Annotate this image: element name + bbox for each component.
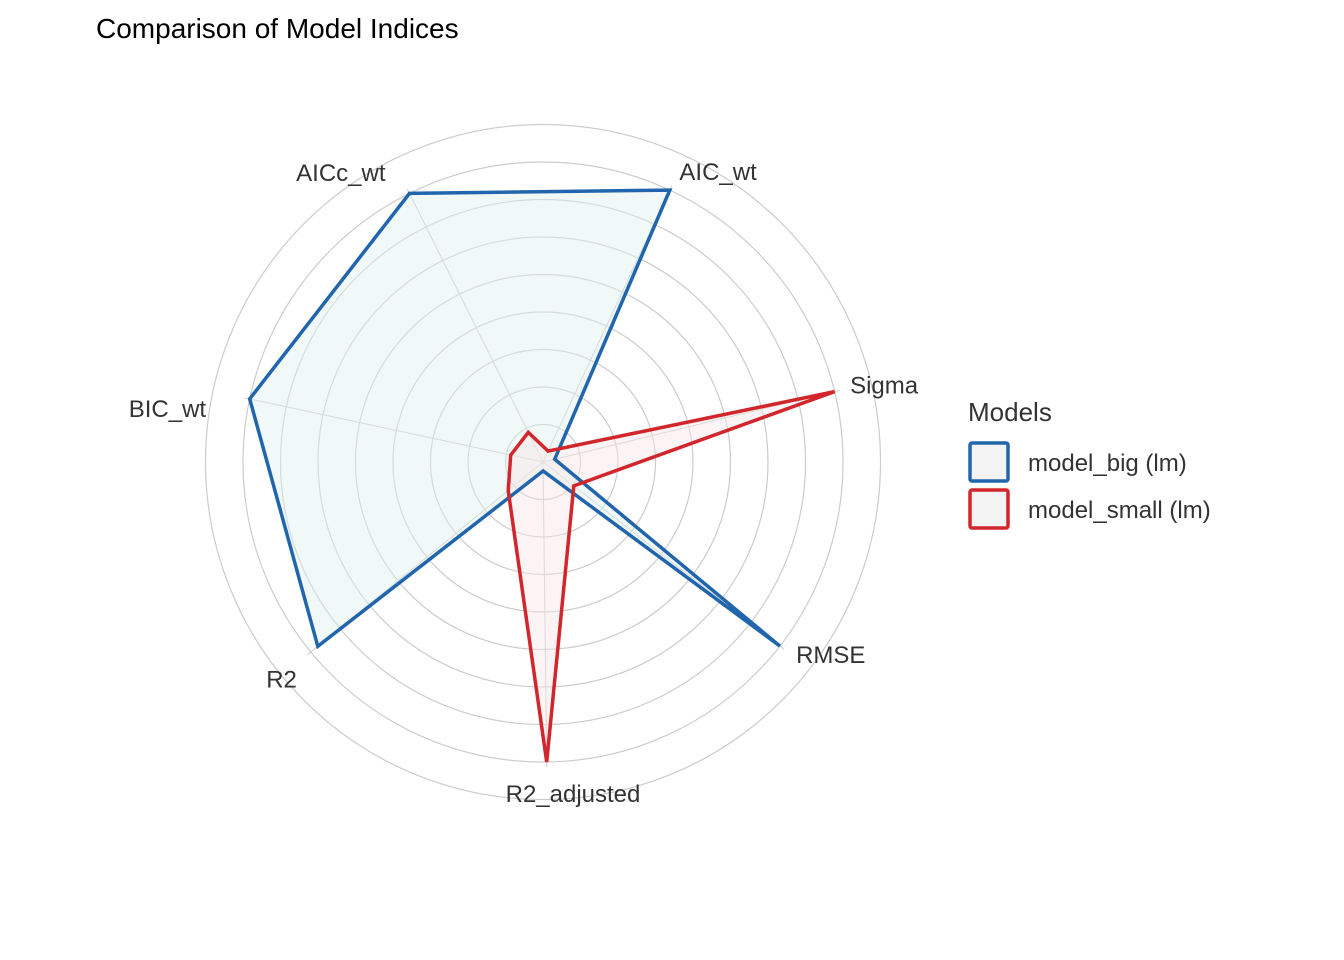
axis-spoke bbox=[244, 397, 544, 463]
chart-title: Comparison of Model Indices bbox=[96, 13, 459, 44]
series-fills bbox=[249, 190, 835, 762]
axis-label: RMSE bbox=[796, 642, 865, 669]
axis-label: AIC_wt bbox=[679, 159, 757, 186]
series-line bbox=[506, 389, 836, 763]
legend-label-model-small: model_small (lm) bbox=[1028, 497, 1211, 524]
legend-item-model-big: model_big (lm) bbox=[968, 441, 1187, 483]
axis-label: AICc_wt bbox=[296, 160, 386, 187]
grid-ring bbox=[467, 386, 619, 538]
axis-labels: AIC_wt AICc_wt BIC_wt R2 R2_adjusted RMSE Sigm… bbox=[129, 159, 919, 808]
grid-ring bbox=[354, 273, 732, 651]
axis-label: R2_adjusted bbox=[506, 781, 641, 808]
axis-label: Sigma bbox=[850, 372, 919, 399]
legend-title: Models bbox=[968, 397, 1052, 427]
series-lines bbox=[247, 188, 836, 763]
legend-key-model-big bbox=[968, 441, 1010, 483]
axis-spoke bbox=[406, 188, 544, 463]
legend-key-model-small bbox=[968, 488, 1010, 530]
radar-grid bbox=[204, 123, 882, 801]
grid-ring bbox=[204, 123, 882, 801]
legend: Models model_big (lm) model_small (lm) bbox=[968, 397, 1211, 530]
legend-label-model-big: model_big (lm) bbox=[1028, 450, 1187, 477]
series-fill bbox=[249, 190, 780, 647]
legend-item-model-small: model_small (lm) bbox=[968, 488, 1211, 530]
series-line bbox=[247, 188, 782, 650]
axis-label: BIC_wt bbox=[129, 396, 207, 423]
grid-ring bbox=[429, 348, 657, 576]
grid-ring bbox=[392, 311, 694, 613]
grid-ring bbox=[242, 161, 844, 763]
axis-spoke bbox=[542, 461, 548, 767]
axis-label: R2 bbox=[266, 666, 297, 693]
grid-ring bbox=[317, 236, 769, 688]
